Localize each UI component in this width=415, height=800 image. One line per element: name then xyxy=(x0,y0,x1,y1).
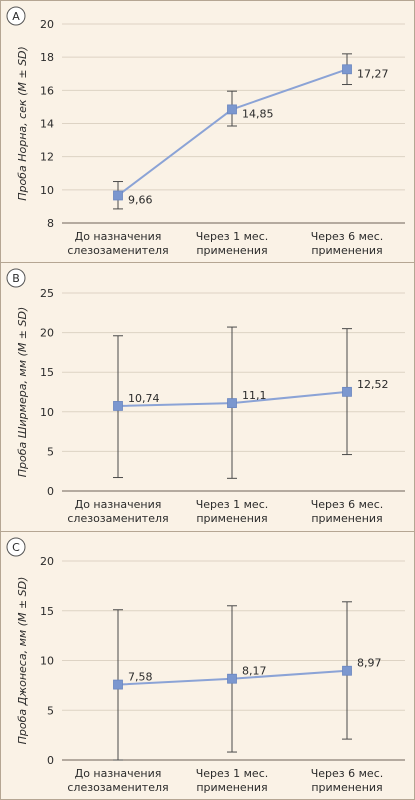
data-label: 17,27 xyxy=(357,67,389,80)
x-tick-label: применения xyxy=(311,781,382,794)
x-tick-label: применения xyxy=(196,781,267,794)
panel-label-badge xyxy=(6,6,26,26)
x-tick-label: слезозаменителя xyxy=(67,244,168,257)
data-point xyxy=(227,398,237,408)
panel-label-badge xyxy=(6,537,26,557)
data-label: 8,97 xyxy=(357,657,382,670)
x-tick-label: Через 1 мес. xyxy=(196,498,269,511)
y-tick-label: 20 xyxy=(40,18,54,31)
y-tick-label: 10 xyxy=(40,655,54,668)
data-point xyxy=(227,104,237,115)
x-tick-label: применения xyxy=(196,512,267,525)
chart-panel-c: C 0 5 10 15 20 Проба Джонеса, мм (M ± SD) До на… xyxy=(6,537,405,794)
y-tick-label: 14 xyxy=(40,118,54,131)
y-tick-label: 5 xyxy=(47,445,54,458)
data-point xyxy=(342,64,352,75)
data-point xyxy=(113,401,123,411)
data-label: 10,74 xyxy=(128,392,160,405)
y-tick-label: 0 xyxy=(47,485,54,498)
data-point xyxy=(342,386,352,397)
data-point xyxy=(113,190,123,201)
x-tick-label: Через 6 мес. xyxy=(311,230,384,243)
x-tick-label: Через 6 мес. xyxy=(311,498,384,511)
y-tick-label: 12 xyxy=(40,151,54,164)
x-tick-label: До назначения xyxy=(75,230,162,243)
y-tick-label: 20 xyxy=(40,555,54,568)
panel-label: B xyxy=(12,272,20,285)
data-label: 11,1 xyxy=(242,389,267,402)
y-axis-label: Проба Норна, сек (M ± SD) xyxy=(16,46,29,201)
x-tick-label: применения xyxy=(196,244,267,257)
data-point xyxy=(113,679,123,690)
x-tick-label: До назначения xyxy=(75,498,162,511)
y-axis-label: Проба Ширмера, мм (M ± SD) xyxy=(16,307,29,478)
x-tick-label: применения xyxy=(311,512,382,525)
data-label: 7,58 xyxy=(128,671,153,684)
data-label: 12,52 xyxy=(357,378,389,391)
y-tick-label: 0 xyxy=(47,754,54,767)
y-tick-label: 16 xyxy=(40,84,54,97)
panel-label-badge xyxy=(6,268,26,288)
data-label: 9,66 xyxy=(128,193,153,206)
y-tick-label: 18 xyxy=(40,51,54,64)
data-point xyxy=(227,673,237,684)
y-tick-label: 10 xyxy=(40,184,54,197)
data-label: 8,17 xyxy=(242,665,267,678)
x-tick-label: До назначения xyxy=(75,767,162,780)
chart-panel-a: A 8 10 12 14 16 18 20 Проба Норна, сек (M ± SD) Д… xyxy=(6,6,405,257)
y-tick-label: 25 xyxy=(40,287,54,300)
panel-label: A xyxy=(12,10,20,23)
data-point xyxy=(342,665,352,676)
y-tick-label: 15 xyxy=(40,366,54,379)
y-tick-label: 15 xyxy=(40,605,54,618)
y-tick-label: 8 xyxy=(47,217,54,230)
x-tick-label: применения xyxy=(311,244,382,257)
y-tick-label: 10 xyxy=(40,406,54,419)
x-tick-label: слезозаменителя xyxy=(67,512,168,525)
y-tick-label: 5 xyxy=(47,704,54,717)
y-axis-label: Проба Джонеса, мм (M ± SD) xyxy=(16,577,29,745)
y-tick-label: 20 xyxy=(40,327,54,340)
x-tick-label: Через 1 мес. xyxy=(196,767,269,780)
panel-label: C xyxy=(12,541,20,554)
series-line xyxy=(117,68,348,197)
x-tick-label: слезозаменителя xyxy=(67,781,168,794)
data-label: 14,85 xyxy=(242,107,274,120)
x-tick-label: Через 1 мес. xyxy=(196,230,269,243)
chart-panel-b: B 0 5 10 15 20 25 Проба Ширмера, мм (M ± SD) До … xyxy=(6,268,405,525)
x-tick-label: Через 6 мес. xyxy=(311,767,384,780)
